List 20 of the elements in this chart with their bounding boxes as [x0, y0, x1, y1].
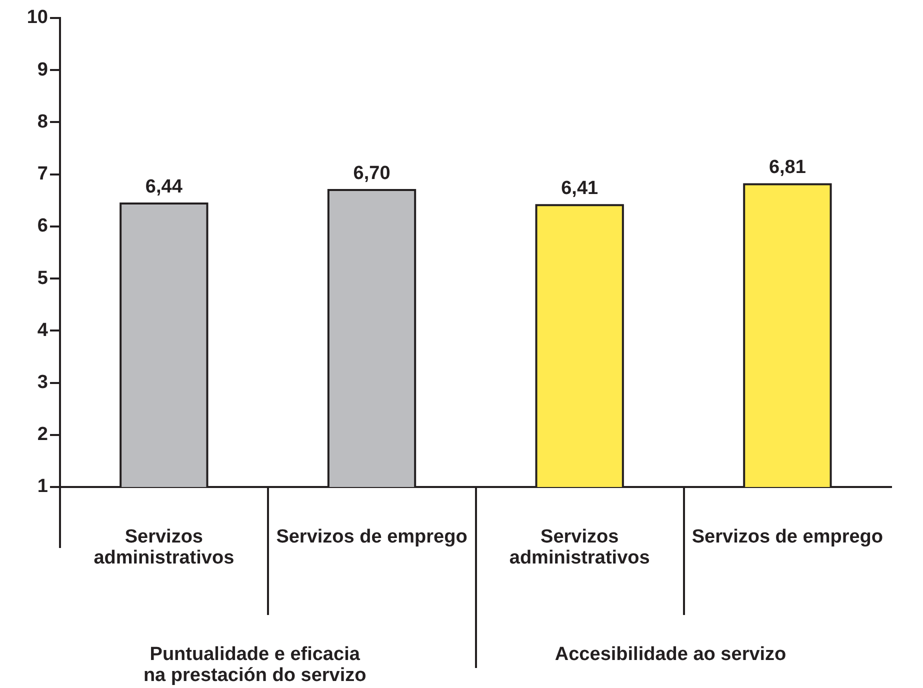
text: Accesibilidade ao servizo [554, 644, 786, 666]
x-tick-label: Servizos administrativos [509, 526, 650, 569]
y-tick-label: 1 [37, 476, 48, 498]
y-tick-label: 3 [37, 372, 48, 394]
y-tick-label: 10 [26, 7, 48, 28]
y-tick-label: 9 [37, 59, 48, 80]
data-label: 6,44 [145, 176, 183, 198]
x-tick-label: Servizos de emprego [692, 526, 883, 548]
x-tick-label: Servizos administrativos [94, 526, 234, 569]
y-tick-label: 4 [37, 320, 48, 341]
y-tick-label: 2 [37, 424, 48, 446]
x-tick-label: Servizos de emprego [276, 526, 468, 548]
y-tick-label: 8 [37, 111, 48, 132]
data-label: 6,41 [561, 178, 599, 200]
text: Puntualidade e eficacia na prestación do servizo [143, 644, 366, 686]
data-label: 6,81 [768, 157, 806, 178]
y-tick-label: 5 [37, 268, 48, 289]
y-tick-label: 6 [37, 216, 48, 237]
data-label: 6,70 [353, 162, 390, 184]
y-tick-label: 7 [37, 164, 48, 185]
